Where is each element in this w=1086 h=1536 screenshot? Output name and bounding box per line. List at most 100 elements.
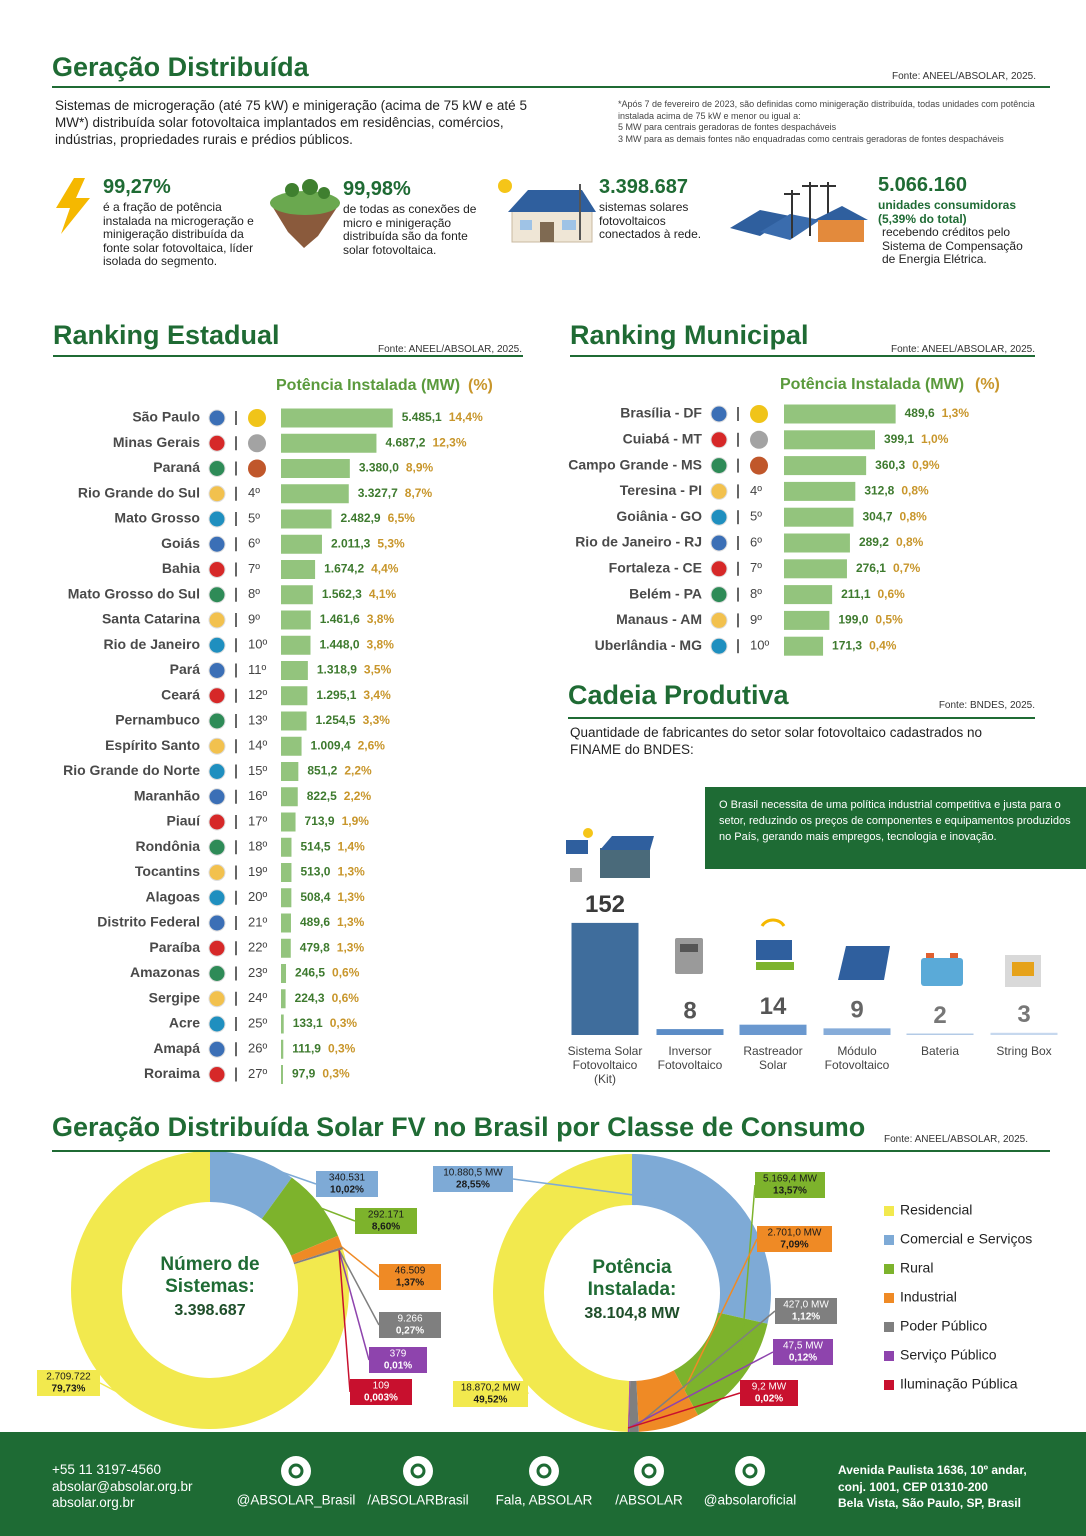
label-box [350, 1379, 412, 1405]
percent-label: 0,02% [755, 1394, 783, 1405]
social-icon [735, 1456, 765, 1486]
flag-icon [208, 965, 226, 982]
bar [281, 711, 307, 731]
label-box [316, 1171, 378, 1197]
label-box [757, 1226, 832, 1252]
value-label: 304,7 [862, 509, 892, 523]
flag-icon [208, 1015, 226, 1033]
category-label: Distrito Federal [97, 914, 200, 930]
value-label: 8 [683, 997, 696, 1024]
category-label: Cuiabá - MT [623, 431, 703, 447]
percent-label: 0,8% [896, 535, 924, 549]
flag-icon [208, 510, 226, 528]
rank-label: 9º [248, 611, 260, 626]
bar [281, 661, 308, 680]
bar [281, 989, 286, 1009]
bar [784, 636, 824, 656]
donut-slice [673, 1312, 768, 1416]
rank-label: 22º [248, 940, 267, 955]
bar [281, 408, 393, 428]
bar [281, 686, 308, 706]
rank-label: 9º [750, 612, 762, 627]
label-box [453, 1381, 528, 1407]
bar [281, 964, 287, 983]
value-label: 211,1 [841, 587, 871, 601]
icon-kit [566, 828, 654, 882]
value-label: 18.870,2 MW [461, 1383, 521, 1394]
category-label: São Paulo [132, 409, 200, 425]
medal-icon [750, 430, 768, 449]
category-label: Fortaleza - CE [609, 560, 702, 576]
flag-icon [208, 763, 226, 780]
donut-title: Número de Sistemas: [160, 1254, 260, 1297]
value-label: 5.485,1 [402, 410, 442, 424]
category-label: Bateria [920, 1044, 960, 1058]
stat: 99,98% de todas as conexões de micro e mi… [343, 178, 483, 257]
rule [52, 86, 1050, 88]
percent-label: 3,8% [367, 637, 395, 651]
value-label: 9.266 [397, 1314, 422, 1325]
value-label: 47,5 MW [783, 1341, 824, 1352]
value-label: 289,2 [859, 535, 889, 549]
value-label: 2.709.722 [46, 1372, 91, 1383]
flag-icon [710, 482, 728, 500]
legend-swatch [884, 1235, 894, 1245]
bar [281, 938, 291, 958]
category-label: Inversor Fotovoltaico [657, 1044, 723, 1072]
category-label: Santa Catarina [102, 611, 200, 627]
rank-label: 16º [248, 788, 267, 803]
category-label: Teresina - PI [620, 482, 702, 498]
value-label: 1.318,9 [317, 663, 357, 677]
bar [281, 484, 349, 504]
bar [784, 456, 867, 476]
leader-line [627, 1392, 741, 1429]
value-label: 97,9 [292, 1067, 316, 1081]
value-label: 3 [1017, 1001, 1030, 1028]
rank-label: 6º [248, 536, 260, 551]
bar [281, 837, 292, 857]
percent-label: 1,4% [338, 839, 366, 853]
flag-icon [208, 712, 226, 730]
label-box [740, 1380, 798, 1406]
rank-label: 25º [248, 1015, 267, 1030]
category-label: Sistema Solar Fotovoltaico (Kit) [567, 1044, 643, 1086]
percent-label: 0,3% [322, 1067, 350, 1081]
category-label: Amapá [153, 1040, 200, 1056]
label-box [369, 1347, 427, 1373]
percent-label: 0,3% [328, 1041, 356, 1055]
flag-icon [710, 611, 728, 629]
legend-swatch [884, 1322, 894, 1332]
medal-icon [750, 405, 768, 423]
bar [784, 404, 896, 424]
value-label: 2.011,3 [331, 536, 371, 550]
rank-label: 15º [248, 763, 267, 778]
value-label: 292.171 [368, 1210, 405, 1221]
category-label: Rio Grande do Sul [78, 484, 200, 500]
donut-total: 3.398.687 [174, 1302, 246, 1319]
category-label: Piauí [167, 813, 202, 829]
percent-label: 4,1% [369, 587, 397, 601]
flag-icon [208, 813, 226, 831]
donut-slice [492, 1154, 632, 1432]
rank-label: 5º [248, 510, 260, 525]
social-glyph [536, 1463, 552, 1479]
category-label: Alagoas [146, 888, 201, 904]
value-label: 514,5 [300, 839, 330, 853]
percent-label: 3,5% [364, 663, 392, 677]
flag-icon [710, 560, 728, 578]
category-label: Minas Gerais [113, 434, 200, 450]
legend-swatch [884, 1380, 894, 1390]
address: Avenida Paulista 1636, 10º andar, conj. 1… [838, 1462, 1027, 1512]
value-label: 1.009,4 [311, 738, 351, 752]
rank-label: 7º [248, 561, 260, 576]
series-name: Potência Instalada (MW) [780, 376, 964, 393]
value-label: 1.254,5 [316, 713, 356, 727]
value-label: 4.687,2 [385, 435, 425, 449]
percent-label: 2,2% [344, 789, 372, 803]
percent-label: 3,8% [367, 612, 395, 626]
bar [281, 459, 350, 478]
leader-line [338, 1250, 351, 1393]
rank-label: 26º [248, 1041, 267, 1056]
icon-grid [730, 182, 868, 242]
